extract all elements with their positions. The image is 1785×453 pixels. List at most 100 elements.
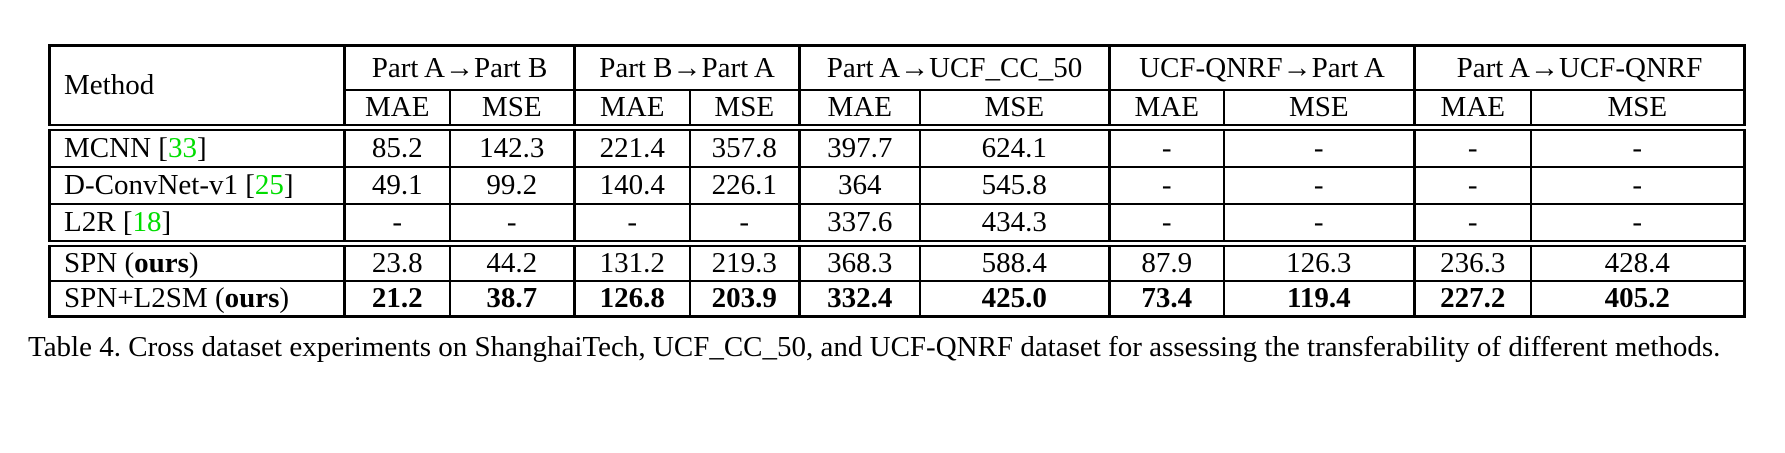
col-header-mse: MSE bbox=[918, 89, 1111, 131]
ours-paren-close: ) bbox=[188, 247, 199, 279]
value-cell: 126.3 bbox=[1222, 240, 1416, 282]
value-cell: 203.9 bbox=[688, 280, 801, 318]
citation-bracket-open: [ bbox=[115, 206, 133, 238]
method-cell: MCNN [33] bbox=[48, 126, 346, 168]
col-group-header: Part B→Part A bbox=[573, 44, 801, 91]
value-cell: 99.2 bbox=[448, 166, 576, 205]
col-header-mae: MAE bbox=[573, 89, 691, 131]
citation-number: 18 bbox=[132, 206, 162, 238]
value-cell: 226.1 bbox=[688, 166, 801, 205]
value-cell: 219.3 bbox=[688, 240, 801, 282]
table-header: Method Part A→Part B Part B→Part A Part A→… bbox=[48, 44, 1746, 131]
value-cell: - bbox=[1529, 166, 1746, 205]
method-name: MCNN bbox=[64, 132, 152, 164]
value-cell: - bbox=[1222, 126, 1416, 168]
value-cell: - bbox=[1222, 203, 1416, 245]
ours-label: ours bbox=[134, 247, 189, 279]
value-cell: - bbox=[1413, 166, 1532, 205]
method-cell: SPN (ours) bbox=[48, 240, 346, 282]
method-cell: L2R [18] bbox=[48, 203, 346, 245]
method-cell: SPN+L2SM (ours) bbox=[48, 280, 346, 318]
value-cell: 397.7 bbox=[798, 126, 921, 168]
value-cell: 624.1 bbox=[918, 126, 1111, 168]
citation-number: 25 bbox=[254, 169, 284, 201]
value-cell: 23.8 bbox=[343, 240, 451, 282]
value-cell: 332.4 bbox=[798, 280, 921, 318]
value-cell: 85.2 bbox=[343, 126, 451, 168]
value-cell: 49.1 bbox=[343, 166, 451, 205]
value-cell: 21.2 bbox=[343, 280, 451, 318]
value-cell: - bbox=[688, 203, 801, 245]
value-cell: 405.2 bbox=[1529, 280, 1746, 318]
header-row-groups: Method Part A→Part B Part B→Part A Part A→… bbox=[48, 44, 1746, 131]
value-cell: - bbox=[1222, 166, 1416, 205]
value-cell: - bbox=[448, 203, 576, 245]
value-cell: - bbox=[1529, 203, 1746, 245]
method-name: L2R bbox=[64, 206, 116, 238]
ours-paren-open: ( bbox=[207, 282, 225, 314]
col-header-mae: MAE bbox=[798, 89, 921, 131]
value-cell: 119.4 bbox=[1222, 280, 1416, 318]
method-name: SPN+L2SM bbox=[64, 282, 208, 314]
value-cell: 545.8 bbox=[918, 166, 1111, 205]
value-cell: 368.3 bbox=[798, 240, 921, 282]
col-group-header: Part A→UCF-QNRF bbox=[1413, 44, 1746, 91]
table-row: L2R [18] - - - -337.6 434.3- - - - bbox=[48, 203, 1746, 245]
value-cell: 73.4 bbox=[1108, 280, 1225, 318]
citation-number: 33 bbox=[167, 132, 197, 164]
value-cell: 236.3 bbox=[1413, 240, 1532, 282]
value-cell: - bbox=[1413, 126, 1532, 168]
citation-bracket-close: ] bbox=[161, 206, 172, 238]
ours-paren-close: ) bbox=[279, 282, 290, 314]
value-cell: 364 bbox=[798, 166, 921, 205]
table-row: D-ConvNet-v1 [25] 49.1 99.2 140.4 226.1 364 54… bbox=[48, 166, 1746, 205]
group-baselines: MCNN [33] 85.2 142.3 221.4 357.8 397.7 624.1- -… bbox=[48, 126, 1746, 245]
citation-bracket-close: ] bbox=[283, 169, 294, 201]
citation-bracket-open: [ bbox=[237, 169, 255, 201]
results-table: Method Part A→Part B Part B→Part A Part A→… bbox=[48, 44, 1747, 318]
col-header-mse: MSE bbox=[448, 89, 576, 131]
table-row: SPN (ours) 23.8 44.2 131.2 219.3 368.3 588.4 87… bbox=[48, 240, 1746, 282]
ours-label: ours bbox=[224, 282, 280, 314]
value-cell: - bbox=[1529, 126, 1746, 168]
value-cell: - bbox=[1108, 203, 1225, 245]
col-group-header: UCF-QNRF→Part A bbox=[1108, 44, 1416, 91]
value-cell: 428.4 bbox=[1529, 240, 1746, 282]
col-header-mae: MAE bbox=[1108, 89, 1225, 131]
citation-bracket-close: ] bbox=[196, 132, 207, 164]
value-cell: 126.8 bbox=[573, 280, 691, 318]
col-group-header: Part A→UCF_CC_50 bbox=[797, 44, 1111, 91]
value-cell: 38.7 bbox=[448, 280, 576, 318]
value-cell: - bbox=[343, 203, 451, 245]
col-header-mae: MAE bbox=[343, 89, 451, 131]
method-name: SPN bbox=[64, 247, 118, 279]
value-cell: 131.2 bbox=[573, 240, 691, 282]
table-row: MCNN [33] 85.2 142.3 221.4 357.8 397.7 624.1- -… bbox=[48, 126, 1746, 168]
value-cell: 142.3 bbox=[448, 126, 576, 168]
table-caption: Table 4. Cross dataset experiments on Sh… bbox=[28, 331, 1721, 363]
value-cell: 221.4 bbox=[573, 126, 691, 168]
ours-paren-open: ( bbox=[117, 247, 135, 279]
table-row: SPN+L2SM (ours) 21.2 38.7 126.8 203.9 332.4 42… bbox=[48, 280, 1746, 318]
col-header-method: Method bbox=[48, 44, 346, 131]
citation-bracket-open: [ bbox=[151, 132, 168, 164]
col-group-header: Part A→Part B bbox=[343, 44, 576, 91]
value-cell: 425.0 bbox=[918, 280, 1111, 318]
value-cell: - bbox=[1413, 203, 1532, 245]
value-cell: 87.9 bbox=[1108, 240, 1225, 282]
value-cell: 337.6 bbox=[798, 203, 921, 245]
value-cell: - bbox=[573, 203, 691, 245]
value-cell: 44.2 bbox=[448, 240, 576, 282]
value-cell: 588.4 bbox=[918, 240, 1111, 282]
value-cell: - bbox=[1108, 126, 1225, 168]
method-name: D-ConvNet-v1 bbox=[64, 169, 238, 201]
value-cell: 227.2 bbox=[1413, 280, 1532, 318]
group-ours: SPN (ours) 23.8 44.2 131.2 219.3 368.3 588.4 87… bbox=[48, 240, 1746, 318]
header-row-metrics: MAE MSE MAE MSE MAE MSE MAE MSE MAE MSE bbox=[50, 89, 1746, 131]
value-cell: 434.3 bbox=[918, 203, 1111, 245]
col-header-mse: MSE bbox=[688, 89, 801, 131]
method-cell: D-ConvNet-v1 [25] bbox=[48, 166, 346, 205]
col-header-mse: MSE bbox=[1222, 89, 1416, 131]
col-header-mae: MAE bbox=[1413, 89, 1532, 131]
value-cell: 140.4 bbox=[573, 166, 691, 205]
